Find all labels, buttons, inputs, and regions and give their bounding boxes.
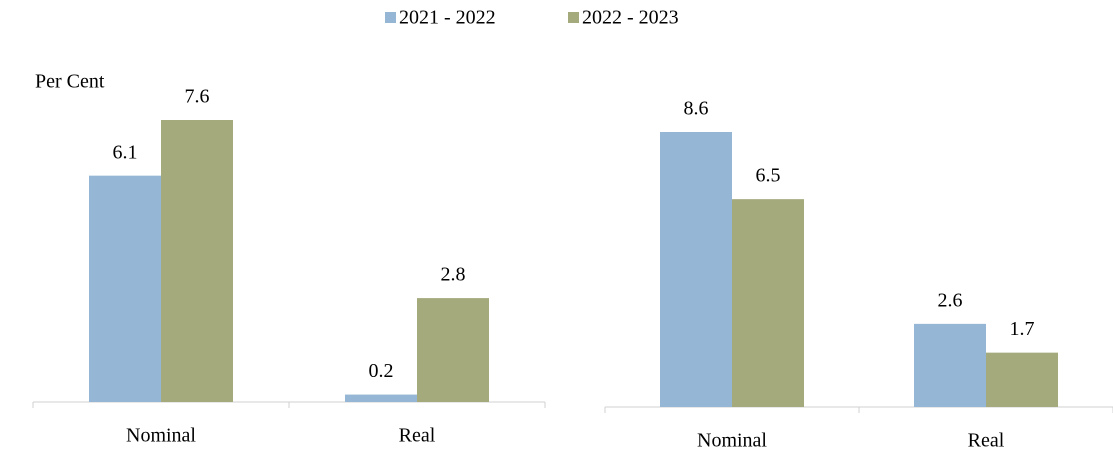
data-label: 0.2	[369, 360, 394, 382]
data-label: 8.6	[684, 98, 709, 120]
bar	[417, 298, 489, 402]
data-label: 2.8	[441, 264, 466, 286]
legend-label: 2021 - 2022	[399, 7, 496, 29]
bar	[345, 394, 417, 402]
bar	[914, 323, 986, 407]
bar	[732, 199, 804, 407]
data-label: 2.6	[938, 289, 963, 311]
data-label: 6.1	[113, 141, 138, 163]
bar	[161, 120, 233, 402]
legend-swatch	[385, 12, 396, 23]
y-axis-label: Per Cent	[35, 71, 105, 93]
data-label: 6.5	[756, 165, 781, 187]
x-tick-label: Nominal	[126, 425, 196, 447]
legend-swatch	[568, 12, 579, 23]
x-tick-label: Real	[399, 425, 436, 447]
data-label: 7.6	[185, 86, 210, 108]
bar	[660, 132, 732, 407]
legend-label: 2022 - 2023	[582, 7, 679, 29]
x-tick-label: Real	[968, 430, 1005, 450]
bar	[986, 352, 1058, 407]
x-tick-label: Nominal	[697, 430, 767, 450]
data-label: 1.7	[1010, 318, 1035, 340]
bar	[89, 175, 161, 402]
